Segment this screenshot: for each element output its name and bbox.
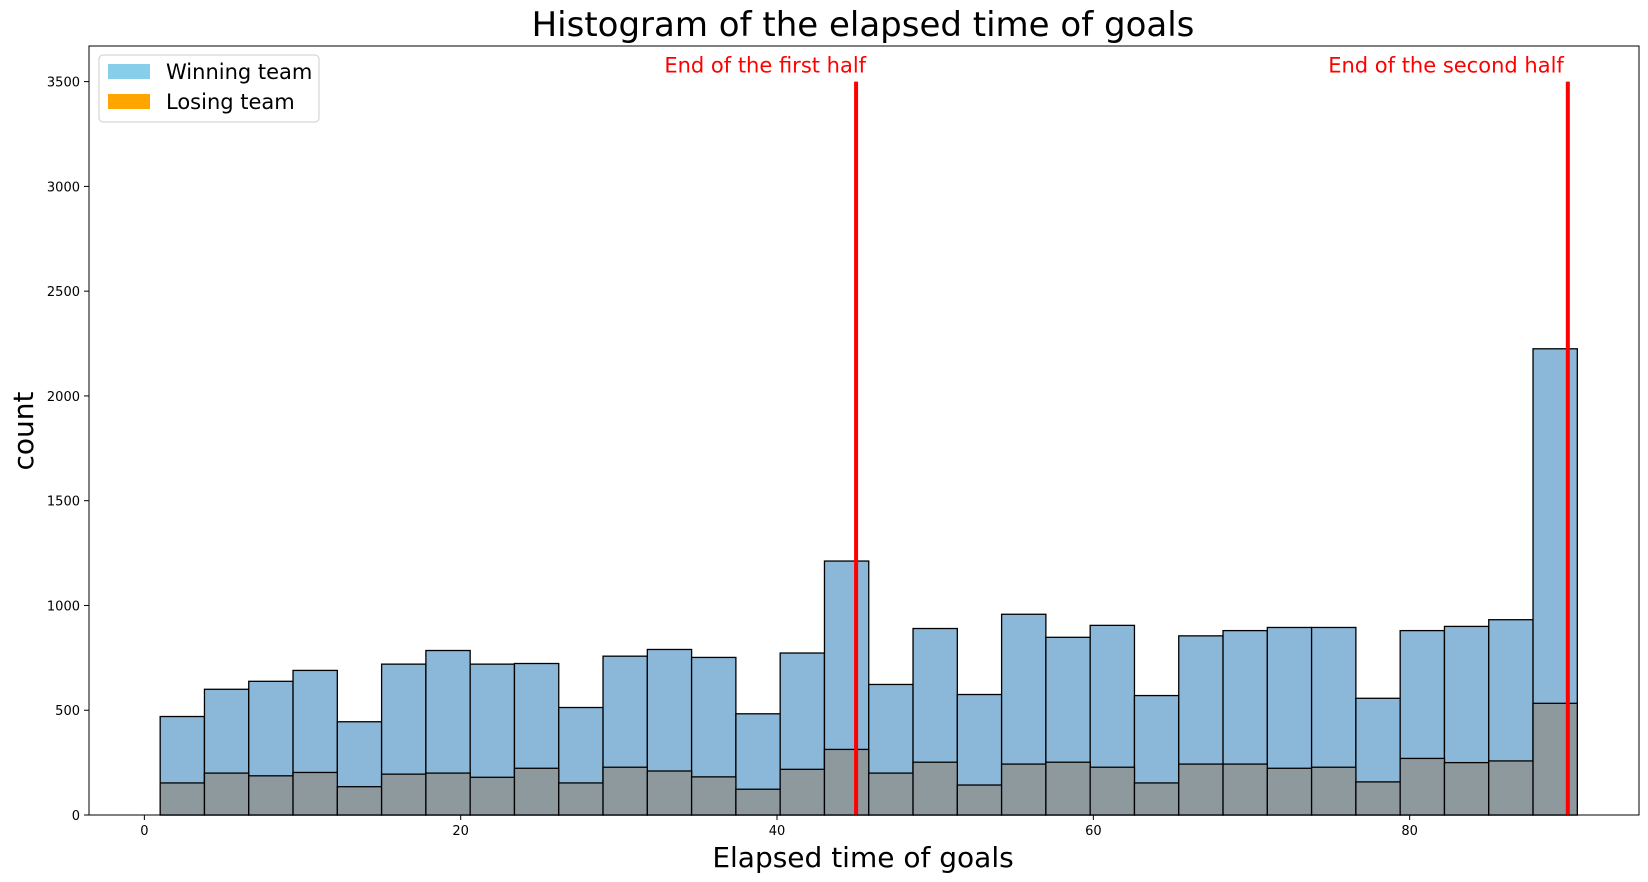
losing-bar [1178, 763, 1224, 816]
y-tick-label: 1000 [47, 599, 80, 614]
legend-label: Losing team [166, 90, 295, 114]
losing-bar [823, 748, 870, 816]
x-tick-label: 40 [769, 824, 786, 839]
losing-bar [779, 768, 826, 816]
x-tick-label: 20 [452, 824, 469, 839]
losing-bar [735, 788, 781, 816]
losing-bar [1222, 763, 1268, 816]
legend: Winning team Losing team [98, 54, 320, 123]
losing-bar [203, 772, 250, 816]
y-tick-label: 0 [72, 809, 80, 824]
legend-label: Winning team [166, 60, 312, 84]
losing-bar [336, 786, 383, 816]
losing-bar [513, 767, 560, 816]
losing-bar [292, 771, 338, 816]
x-tick-label: 0 [140, 824, 148, 839]
y-tick-label: 3500 [47, 76, 80, 91]
x-tick-label: 60 [1085, 824, 1102, 839]
chart-title: Histogram of the elapsed time of goals [532, 5, 1195, 45]
losing-bar [1266, 767, 1313, 816]
x-tick-label: 80 [1401, 824, 1418, 839]
annotation-label: End of the first half [664, 54, 866, 78]
losing-bar [159, 782, 206, 816]
losing-bar [1532, 702, 1578, 816]
y-tick-label: 2000 [47, 390, 80, 405]
legend-box [98, 54, 320, 123]
x-axis-label: Elapsed time of goals [712, 841, 1013, 874]
y-tick-label: 3000 [47, 180, 80, 195]
losing-bar [912, 761, 958, 816]
losing-bar [1045, 761, 1091, 816]
losing-bar [558, 782, 604, 816]
losing-bar [248, 775, 294, 816]
losing-bar [602, 766, 648, 816]
legend-swatch [108, 64, 150, 79]
losing-bar [1355, 781, 1401, 816]
losing-bar [868, 772, 914, 816]
losing-bar [425, 772, 471, 816]
losing-bar [469, 776, 516, 816]
winning-team-bars [159, 348, 1578, 816]
y-tick-label: 1500 [47, 495, 80, 510]
y-tick-label: 2500 [47, 285, 80, 300]
plot-frame [88, 45, 1640, 816]
annotation-label: End of the second half [1328, 54, 1564, 78]
y-axis-ticks: 0 500 1000 1500 2000 2500 3000 3500 [47, 76, 89, 824]
losing-bar [956, 784, 1003, 816]
legend-swatch [108, 94, 150, 109]
losing-bar [1488, 760, 1534, 816]
losing-bar [1443, 761, 1490, 816]
y-axis-label: count [7, 391, 40, 470]
losing-bar [1000, 763, 1047, 816]
losing-bar [690, 776, 737, 816]
losing-bar [1133, 782, 1180, 816]
losing-team-bars [159, 702, 1578, 816]
losing-bar [1310, 766, 1357, 816]
annotation-lines: End of the first half End of the second h… [664, 54, 1570, 815]
losing-bar [646, 770, 693, 816]
losing-bar [1399, 757, 1446, 816]
losing-bar [1089, 766, 1136, 816]
losing-bar [380, 773, 427, 816]
x-axis-ticks: 0 20 40 60 80 [140, 815, 1418, 839]
y-tick-label: 500 [55, 704, 80, 719]
